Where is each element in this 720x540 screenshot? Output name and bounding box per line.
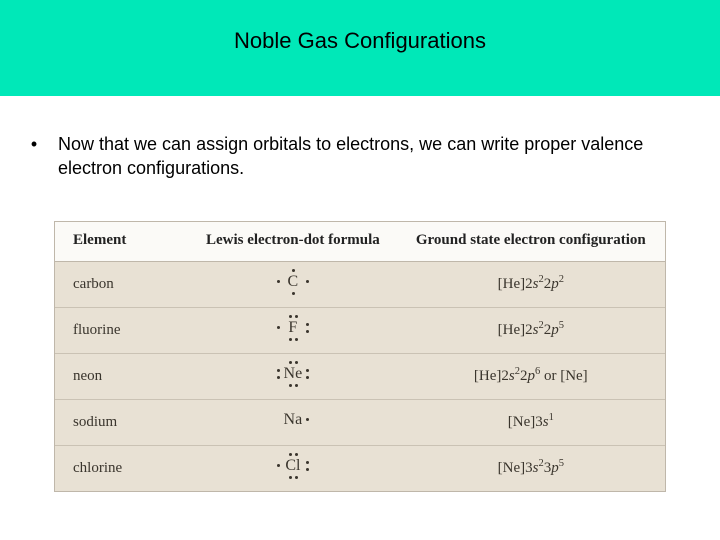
electron-dot — [306, 369, 309, 372]
electron-dot — [277, 376, 280, 379]
lewis-dot-structure: Na — [272, 407, 314, 433]
bullet-marker: • — [22, 132, 46, 156]
slide-title: Noble Gas Configurations — [234, 28, 486, 54]
cell-lewis: Ne — [189, 353, 396, 399]
table-row: carbon C [He]2s22p2 — [55, 261, 665, 307]
electron-dot — [277, 326, 280, 329]
config-table-wrap: Element Lewis electron-dot formula Groun… — [54, 221, 666, 492]
col-header-element: Element — [55, 222, 189, 262]
electron-dot — [289, 384, 292, 387]
electron-dot — [295, 384, 298, 387]
electron-dot — [292, 269, 295, 272]
table-row: fluorine F [He]2s22p5 — [55, 307, 665, 353]
col-header-config: Ground state electron configuration — [397, 222, 665, 262]
lewis-dot-structure: Ne — [272, 361, 314, 387]
element-symbol: C — [288, 273, 299, 291]
electron-dot — [295, 361, 298, 364]
cell-lewis: C — [189, 261, 396, 307]
title-band: Noble Gas Configurations — [0, 0, 720, 96]
electron-dot — [306, 280, 309, 283]
electron-dot — [295, 453, 298, 456]
electron-dot — [289, 453, 292, 456]
cell-element: neon — [55, 353, 189, 399]
element-symbol: Ne — [284, 365, 303, 383]
lewis-dot-structure: Cl — [272, 453, 314, 479]
element-symbol: Cl — [285, 457, 300, 475]
element-symbol: Na — [284, 411, 303, 429]
electron-dot — [292, 292, 295, 295]
cell-lewis: Cl — [189, 445, 396, 491]
electron-dot — [295, 476, 298, 479]
electron-dot — [277, 280, 280, 283]
cell-config: [Ne]3s23p5 — [397, 445, 665, 491]
bullet-text: Now that we can assign orbitals to elect… — [58, 132, 698, 181]
electron-dot — [277, 369, 280, 372]
electron-dot — [306, 461, 309, 464]
cell-config: [He]2s22p2 — [397, 261, 665, 307]
electron-dot — [289, 361, 292, 364]
lewis-dot-structure: C — [272, 269, 314, 295]
body-area: • Now that we can assign orbitals to ele… — [0, 96, 720, 492]
table-row: chlorine Cl [Ne]3s23p5 — [55, 445, 665, 491]
cell-element: chlorine — [55, 445, 189, 491]
bullet-item: • Now that we can assign orbitals to ele… — [22, 132, 698, 181]
cell-config: [He]2s22p5 — [397, 307, 665, 353]
lewis-dot-structure: F — [272, 315, 314, 341]
cell-config: [Ne]3s1 — [397, 399, 665, 445]
electron-dot — [277, 464, 280, 467]
col-header-lewis: Lewis electron-dot formula — [189, 222, 396, 262]
cell-lewis: F — [189, 307, 396, 353]
cell-element: carbon — [55, 261, 189, 307]
electron-dot — [289, 338, 292, 341]
cell-element: fluorine — [55, 307, 189, 353]
electron-dot — [289, 315, 292, 318]
table-row: sodium Na [Ne]3s1 — [55, 399, 665, 445]
electron-dot — [306, 376, 309, 379]
table-row: neon Ne [He]2s22p6 or [Ne] — [55, 353, 665, 399]
cell-lewis: Na — [189, 399, 396, 445]
electron-dot — [306, 330, 309, 333]
electron-dot — [295, 315, 298, 318]
electron-dot — [306, 323, 309, 326]
electron-dot — [289, 476, 292, 479]
config-table: Element Lewis electron-dot formula Groun… — [55, 222, 665, 491]
element-symbol: F — [288, 319, 297, 337]
cell-config: [He]2s22p6 or [Ne] — [397, 353, 665, 399]
table-body: carbonC[He]2s22p2fluorineF[He]2s22p5neon… — [55, 261, 665, 491]
electron-dot — [306, 468, 309, 471]
electron-dot — [306, 418, 309, 421]
cell-element: sodium — [55, 399, 189, 445]
electron-dot — [295, 338, 298, 341]
